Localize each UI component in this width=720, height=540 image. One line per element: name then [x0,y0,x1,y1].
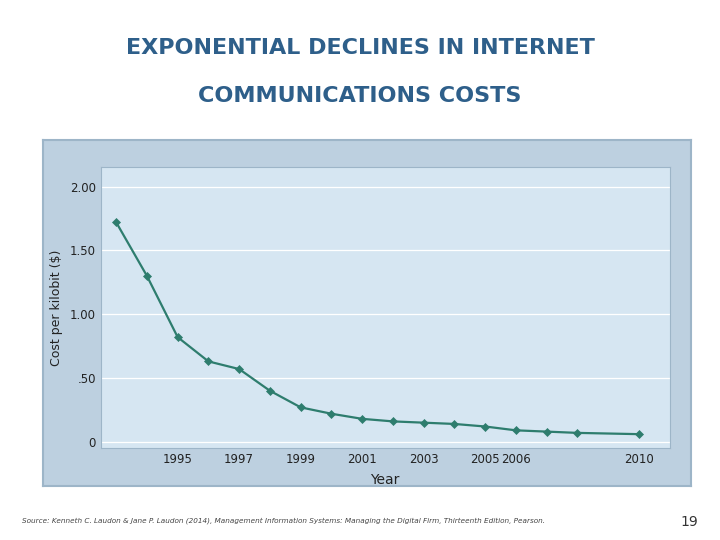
Text: EXPONENTIAL DECLINES IN INTERNET: EXPONENTIAL DECLINES IN INTERNET [125,38,595,58]
Text: COMMUNICATIONS COSTS: COMMUNICATIONS COSTS [198,86,522,106]
Text: 19: 19 [680,515,698,529]
X-axis label: Year: Year [371,473,400,487]
Text: Source: Kenneth C. Laudon & Jane P. Laudon (2014), Management Information System: Source: Kenneth C. Laudon & Jane P. Laud… [22,517,544,524]
Y-axis label: Cost per kilobit ($): Cost per kilobit ($) [50,249,63,366]
